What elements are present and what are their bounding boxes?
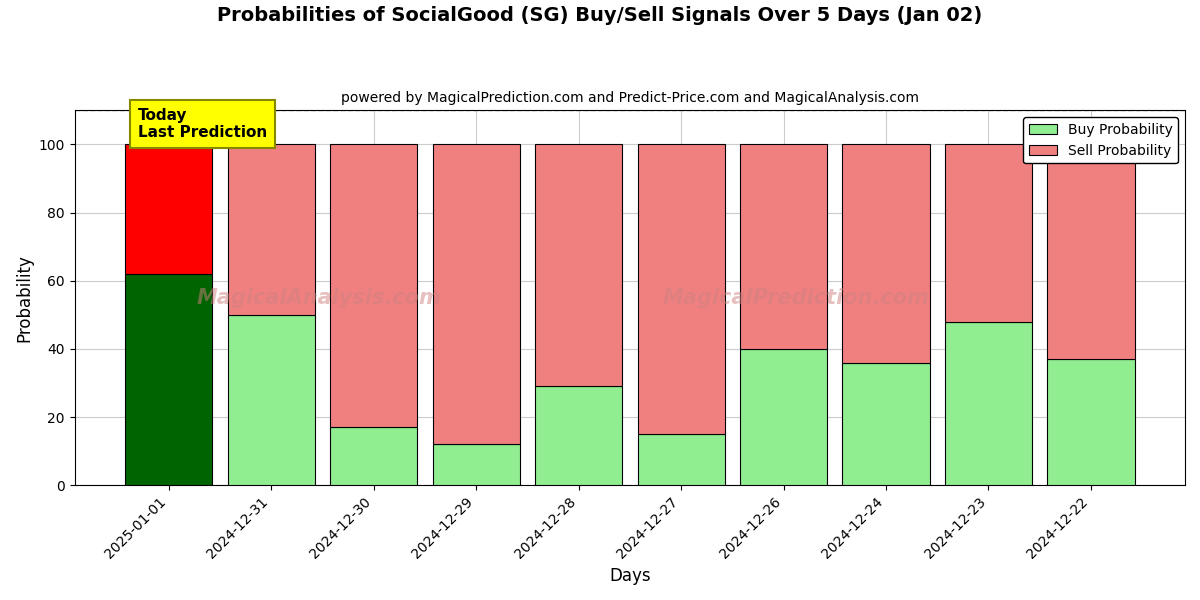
Bar xyxy=(125,274,212,485)
Bar xyxy=(944,145,1032,322)
Bar xyxy=(228,315,314,485)
Bar xyxy=(125,145,212,274)
Bar xyxy=(1048,359,1134,485)
X-axis label: Days: Days xyxy=(610,567,650,585)
Bar xyxy=(842,362,930,485)
Bar xyxy=(944,322,1032,485)
Bar xyxy=(432,445,520,485)
Bar xyxy=(842,145,930,362)
Bar xyxy=(535,386,622,485)
Text: MagicalAnalysis.com: MagicalAnalysis.com xyxy=(197,288,442,308)
Title: powered by MagicalPrediction.com and Predict-Price.com and MagicalAnalysis.com: powered by MagicalPrediction.com and Pre… xyxy=(341,91,919,105)
Legend: Buy Probability, Sell Probability: Buy Probability, Sell Probability xyxy=(1024,117,1178,163)
Bar xyxy=(535,145,622,386)
Text: Today
Last Prediction: Today Last Prediction xyxy=(138,108,268,140)
Y-axis label: Probability: Probability xyxy=(16,254,34,342)
Bar xyxy=(432,145,520,445)
Bar xyxy=(228,145,314,315)
Bar xyxy=(330,145,418,427)
Bar xyxy=(637,145,725,434)
Bar xyxy=(740,145,827,349)
Bar xyxy=(330,427,418,485)
Bar xyxy=(740,349,827,485)
Text: MagicalPrediction.com: MagicalPrediction.com xyxy=(662,288,930,308)
Text: Probabilities of SocialGood (SG) Buy/Sell Signals Over 5 Days (Jan 02): Probabilities of SocialGood (SG) Buy/Sel… xyxy=(217,6,983,25)
Bar xyxy=(1048,145,1134,359)
Bar xyxy=(637,434,725,485)
